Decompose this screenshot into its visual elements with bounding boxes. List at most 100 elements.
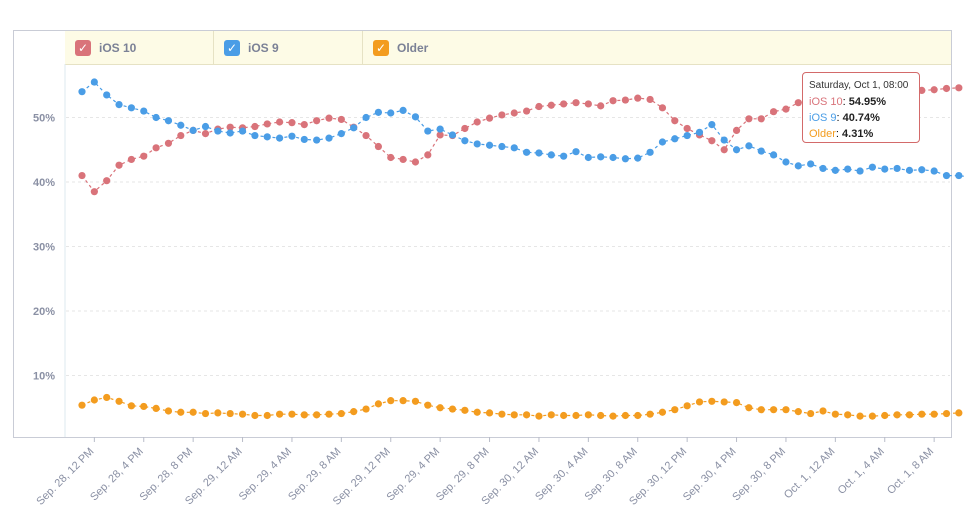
data-point-older bbox=[313, 411, 321, 419]
data-point-older bbox=[152, 404, 160, 412]
data-point-ios-10 bbox=[337, 115, 345, 124]
data-point-older bbox=[251, 411, 259, 420]
data-point-older bbox=[646, 410, 654, 418]
data-point-ios-9 bbox=[164, 117, 173, 125]
data-point-ios-10 bbox=[90, 188, 98, 196]
data-point-ios-9 bbox=[757, 147, 765, 155]
data-point-ios-10 bbox=[276, 118, 284, 126]
data-point-ios-10 bbox=[609, 97, 617, 105]
data-point-older bbox=[263, 411, 271, 420]
data-point-older bbox=[461, 406, 469, 414]
data-point-ios-10 bbox=[424, 151, 432, 159]
data-point-older bbox=[436, 404, 444, 412]
data-point-ios-9 bbox=[572, 148, 580, 156]
data-point-ios-10 bbox=[510, 109, 518, 117]
data-point-ios-9 bbox=[424, 127, 432, 135]
data-point-ios-9 bbox=[881, 165, 889, 173]
data-point-older bbox=[164, 407, 173, 415]
data-point-ios-10 bbox=[560, 100, 568, 108]
data-point-ios-9 bbox=[523, 148, 531, 156]
data-point-older bbox=[78, 401, 86, 409]
data-point-older bbox=[90, 396, 98, 404]
data-point-older bbox=[424, 401, 432, 409]
data-point-ios-9 bbox=[683, 131, 691, 140]
data-point-ios-9 bbox=[201, 122, 210, 131]
data-point-ios-10 bbox=[720, 146, 728, 154]
data-point-ios-10 bbox=[152, 144, 160, 152]
data-point-older bbox=[374, 400, 382, 408]
data-point-ios-10 bbox=[918, 86, 926, 95]
data-point-ios-9 bbox=[485, 141, 494, 149]
data-point-ios-9 bbox=[78, 88, 86, 96]
data-point-ios-9 bbox=[942, 171, 951, 180]
x-tick-label: Oct. 1, 8 AM bbox=[885, 446, 936, 497]
data-point-ios-9 bbox=[720, 136, 728, 144]
data-point-older bbox=[189, 408, 197, 416]
data-point-ios-10 bbox=[251, 122, 259, 131]
data-point-ios-9 bbox=[374, 108, 382, 116]
legend-item-ios10[interactable]: ✓ iOS 10 bbox=[65, 31, 214, 64]
data-point-ios-10 bbox=[461, 124, 469, 133]
data-point-ios-9 bbox=[337, 130, 345, 138]
data-point-ios-10 bbox=[288, 119, 296, 127]
data-point-ios-10 bbox=[757, 115, 765, 123]
data-point-ios-9 bbox=[955, 171, 963, 180]
x-tick-label: Oct. 1, 4 AM bbox=[836, 446, 887, 497]
data-point-ios-9 bbox=[695, 128, 704, 136]
data-point-ios-10 bbox=[498, 111, 506, 119]
data-point-ios-9 bbox=[387, 109, 395, 117]
data-point-ios-9 bbox=[634, 154, 642, 162]
checkbox-icon[interactable]: ✓ bbox=[373, 39, 389, 56]
data-point-older bbox=[485, 409, 494, 417]
data-point-older bbox=[226, 409, 234, 418]
data-point-ios-9 bbox=[609, 153, 617, 162]
y-tick-label: 40% bbox=[33, 177, 55, 189]
data-point-older bbox=[387, 397, 395, 405]
data-point-ios-9 bbox=[177, 121, 185, 129]
data-point-older bbox=[893, 411, 901, 419]
data-point-ios-9 bbox=[90, 78, 98, 86]
data-point-ios-10 bbox=[597, 102, 605, 110]
data-point-older bbox=[683, 402, 691, 410]
data-point-ios-9 bbox=[930, 167, 938, 175]
checkbox-icon[interactable]: ✓ bbox=[224, 39, 240, 56]
tooltip-row-ios10: iOS 10: 54.95% bbox=[809, 96, 887, 108]
tooltip-value: 54.95% bbox=[848, 96, 887, 108]
data-point-older bbox=[288, 410, 296, 418]
data-point-older bbox=[177, 408, 185, 416]
data-point-ios-9 bbox=[868, 163, 877, 171]
data-point-ios-10 bbox=[708, 137, 716, 145]
data-point-ios-9 bbox=[708, 120, 716, 129]
data-point-ios-10 bbox=[584, 100, 592, 108]
tooltip-date: Saturday, Oct 1, 08:00 bbox=[809, 80, 909, 91]
data-point-older bbox=[337, 409, 345, 418]
data-point-ios-10 bbox=[177, 131, 185, 140]
checkbox-icon[interactable]: ✓ bbox=[75, 39, 91, 56]
data-point-older bbox=[560, 411, 568, 420]
data-point-ios-9 bbox=[473, 140, 481, 148]
data-point-ios-9 bbox=[214, 127, 222, 135]
data-point-older bbox=[473, 408, 481, 416]
data-point-older bbox=[362, 405, 370, 413]
data-point-older bbox=[510, 411, 518, 419]
legend-item-older[interactable]: ✓ Older bbox=[363, 31, 523, 64]
data-point-ios-10 bbox=[78, 171, 86, 180]
y-tick-label: 30% bbox=[33, 242, 55, 254]
data-point-ios-9 bbox=[226, 129, 234, 137]
data-point-older bbox=[597, 411, 605, 420]
data-point-ios-9 bbox=[498, 142, 506, 151]
data-point-ios-10 bbox=[473, 118, 481, 126]
data-point-ios-9 bbox=[831, 166, 839, 174]
data-point-older bbox=[535, 412, 543, 420]
data-point-ios-9 bbox=[411, 113, 420, 121]
tooltip-row-older: Older: 4.31% bbox=[809, 128, 874, 140]
data-point-older bbox=[411, 397, 420, 405]
legend-item-ios9[interactable]: ✓ iOS 9 bbox=[214, 31, 363, 64]
data-point-ios-9 bbox=[461, 137, 469, 145]
data-point-ios-9 bbox=[671, 135, 679, 143]
data-point-ios-9 bbox=[399, 106, 407, 115]
data-point-older bbox=[918, 410, 926, 418]
data-point-ios-10 bbox=[399, 155, 407, 164]
tooltip-value: 4.31% bbox=[842, 128, 874, 140]
